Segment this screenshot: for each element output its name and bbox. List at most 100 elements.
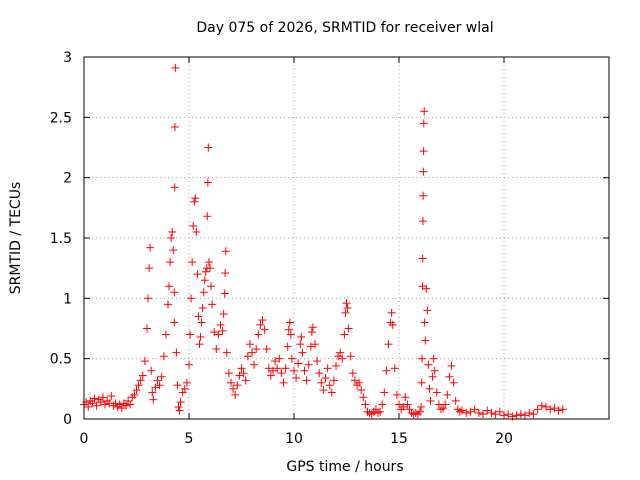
data-point-plus xyxy=(447,361,456,370)
data-point-plus xyxy=(340,330,349,339)
data-point-plus xyxy=(124,396,133,405)
data-point-plus xyxy=(550,404,559,413)
data-point-plus xyxy=(542,402,550,411)
data-point-plus xyxy=(126,400,135,409)
data-point-plus xyxy=(306,342,315,351)
data-point-plus xyxy=(308,323,317,332)
data-point-plus xyxy=(297,332,306,341)
data-point-plus xyxy=(399,402,408,411)
data-point-plus xyxy=(380,388,389,397)
data-point-plus xyxy=(533,405,542,414)
data-point-plus xyxy=(243,352,252,361)
data-point-plus xyxy=(395,400,403,409)
data-point-plus xyxy=(167,234,176,242)
data-point-plus xyxy=(203,178,212,187)
data-point-plus xyxy=(417,378,426,387)
data-point-plus xyxy=(82,398,91,407)
data-point-plus xyxy=(204,258,213,267)
data-point-plus xyxy=(371,405,380,414)
data-point-plus xyxy=(401,393,410,402)
data-point-plus xyxy=(169,246,178,255)
data-point-plus xyxy=(258,316,267,325)
data-point-plus xyxy=(361,400,370,409)
plot-border xyxy=(83,56,610,420)
data-point-plus xyxy=(220,289,229,298)
y-tick-label: 0.5 xyxy=(50,352,72,368)
data-point-plus xyxy=(437,405,445,414)
data-point-plus xyxy=(252,345,261,354)
data-point-plus xyxy=(273,364,282,373)
data-point-plus xyxy=(462,408,471,417)
data-point-plus xyxy=(418,217,427,226)
data-point-plus xyxy=(521,411,529,420)
data-point-plus xyxy=(350,376,359,385)
data-point-plus xyxy=(90,394,99,403)
data-point-plus xyxy=(304,360,313,369)
data-point-plus xyxy=(302,376,311,385)
data-point-plus xyxy=(176,398,185,407)
data-point-plus xyxy=(166,258,175,267)
data-point-plus xyxy=(516,410,525,419)
data-point-plus xyxy=(204,143,213,152)
data-point-plus xyxy=(307,328,316,337)
data-point-plus xyxy=(149,395,158,404)
data-point-plus xyxy=(165,282,174,291)
y-tick-label: 0 xyxy=(63,412,72,428)
data-point-plus xyxy=(419,119,428,128)
data-point-plus xyxy=(529,410,538,419)
x-axis-label: GPS time / hours xyxy=(286,459,403,475)
data-point-plus xyxy=(512,411,521,420)
data-point-plus xyxy=(323,364,332,373)
data-point-plus xyxy=(256,320,265,329)
data-point-plus xyxy=(203,212,212,221)
data-point-plus xyxy=(443,390,452,399)
data-point-plus xyxy=(417,402,426,411)
data-point-plus xyxy=(111,399,120,408)
data-point-plus xyxy=(277,369,286,378)
data-point-plus xyxy=(298,348,307,357)
y-tick-label: 2.5 xyxy=(50,110,72,126)
chart-title: Day 075 of 2026, SRMTID for receiver wla… xyxy=(196,20,493,36)
data-point-plus xyxy=(254,330,263,339)
data-point-plus xyxy=(155,381,164,390)
data-point-plus xyxy=(338,354,347,363)
data-point-plus xyxy=(425,384,434,393)
data-point-plus xyxy=(173,381,182,390)
data-point-plus xyxy=(343,303,352,312)
data-point-plus xyxy=(239,369,248,378)
data-point-plus xyxy=(245,340,254,349)
data-point-plus xyxy=(147,366,156,375)
data-point-plus xyxy=(170,288,179,297)
data-points xyxy=(80,63,567,421)
data-point-plus xyxy=(195,340,204,349)
data-point-plus xyxy=(107,392,116,401)
data-point-plus xyxy=(182,378,191,387)
data-point-plus xyxy=(382,366,391,375)
data-point-plus xyxy=(157,372,166,381)
y-axis-label: SRMTID / TECUs xyxy=(8,182,24,295)
data-point-plus xyxy=(197,318,206,327)
data-point-plus xyxy=(221,268,230,277)
data-point-plus xyxy=(170,122,179,131)
data-point-plus xyxy=(200,276,209,285)
data-point-plus xyxy=(233,381,242,390)
data-point-plus xyxy=(283,342,292,351)
data-point-plus xyxy=(479,410,487,419)
y-tick-label: 1.5 xyxy=(50,231,72,247)
data-point-plus xyxy=(419,191,428,200)
data-point-plus xyxy=(122,401,130,410)
data-point-plus xyxy=(269,366,277,375)
data-point-plus xyxy=(210,328,219,337)
data-point-plus xyxy=(193,270,202,279)
data-point-plus xyxy=(214,330,223,339)
data-point-plus xyxy=(388,320,397,329)
data-point-plus xyxy=(359,393,368,402)
grid-lines xyxy=(84,57,609,419)
data-point-plus xyxy=(296,340,305,349)
data-point-plus xyxy=(159,352,168,361)
data-point-plus xyxy=(281,364,290,373)
data-point-plus xyxy=(190,197,199,206)
data-point-plus xyxy=(315,369,324,378)
data-point-plus xyxy=(136,376,145,385)
